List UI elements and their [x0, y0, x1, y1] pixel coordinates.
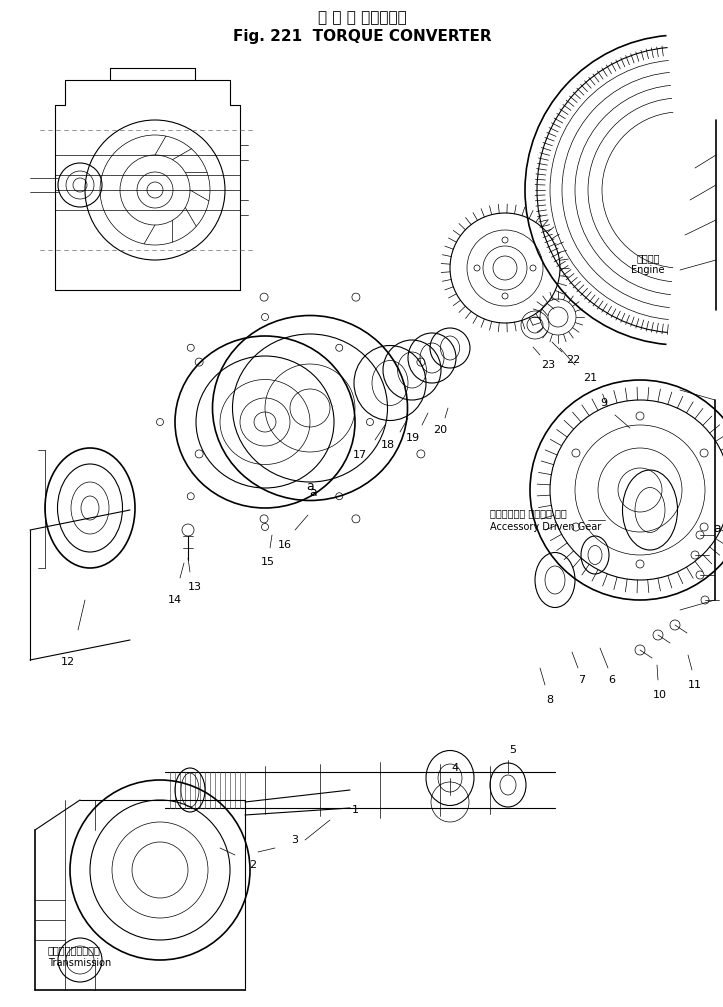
- Text: a: a: [713, 522, 721, 535]
- Text: Engine: Engine: [631, 265, 664, 275]
- Text: 5: 5: [510, 745, 516, 755]
- Text: 14: 14: [168, 595, 182, 605]
- Text: 19: 19: [406, 433, 420, 443]
- Text: 4: 4: [451, 763, 458, 773]
- Text: 13: 13: [188, 582, 202, 592]
- Text: Transmission: Transmission: [48, 958, 111, 968]
- Text: 8: 8: [547, 695, 554, 705]
- Text: 1: 1: [351, 805, 359, 815]
- Text: 16: 16: [278, 540, 292, 550]
- Text: トランスミッション: トランスミッション: [48, 945, 101, 955]
- Text: 9: 9: [600, 398, 607, 408]
- Text: 7: 7: [578, 675, 586, 685]
- Text: 10: 10: [653, 690, 667, 700]
- Text: 23: 23: [541, 359, 555, 370]
- Text: 6: 6: [609, 675, 615, 685]
- Text: Accessory Driven Gear: Accessory Driven Gear: [490, 522, 602, 532]
- Text: 20: 20: [433, 425, 447, 435]
- Text: 12: 12: [61, 657, 75, 667]
- Text: 11: 11: [688, 680, 702, 690]
- Text: エンジン: エンジン: [636, 253, 660, 263]
- Text: a: a: [306, 480, 314, 493]
- Text: 3: 3: [291, 835, 299, 845]
- Text: 21: 21: [583, 373, 597, 383]
- Text: a: a: [309, 485, 317, 498]
- Text: Fig. 221  TORQUE CONVERTER: Fig. 221 TORQUE CONVERTER: [233, 28, 492, 43]
- Text: アクセサリー ドリブン ギヤ: アクセサリー ドリブン ギヤ: [490, 508, 567, 518]
- Text: 2: 2: [249, 860, 257, 870]
- Text: 15: 15: [261, 557, 275, 567]
- Text: 18: 18: [381, 440, 395, 450]
- Text: 22: 22: [566, 355, 580, 365]
- Text: 17: 17: [353, 450, 367, 460]
- Text: ト ル ク コンバータ: ト ル ク コンバータ: [317, 10, 406, 25]
